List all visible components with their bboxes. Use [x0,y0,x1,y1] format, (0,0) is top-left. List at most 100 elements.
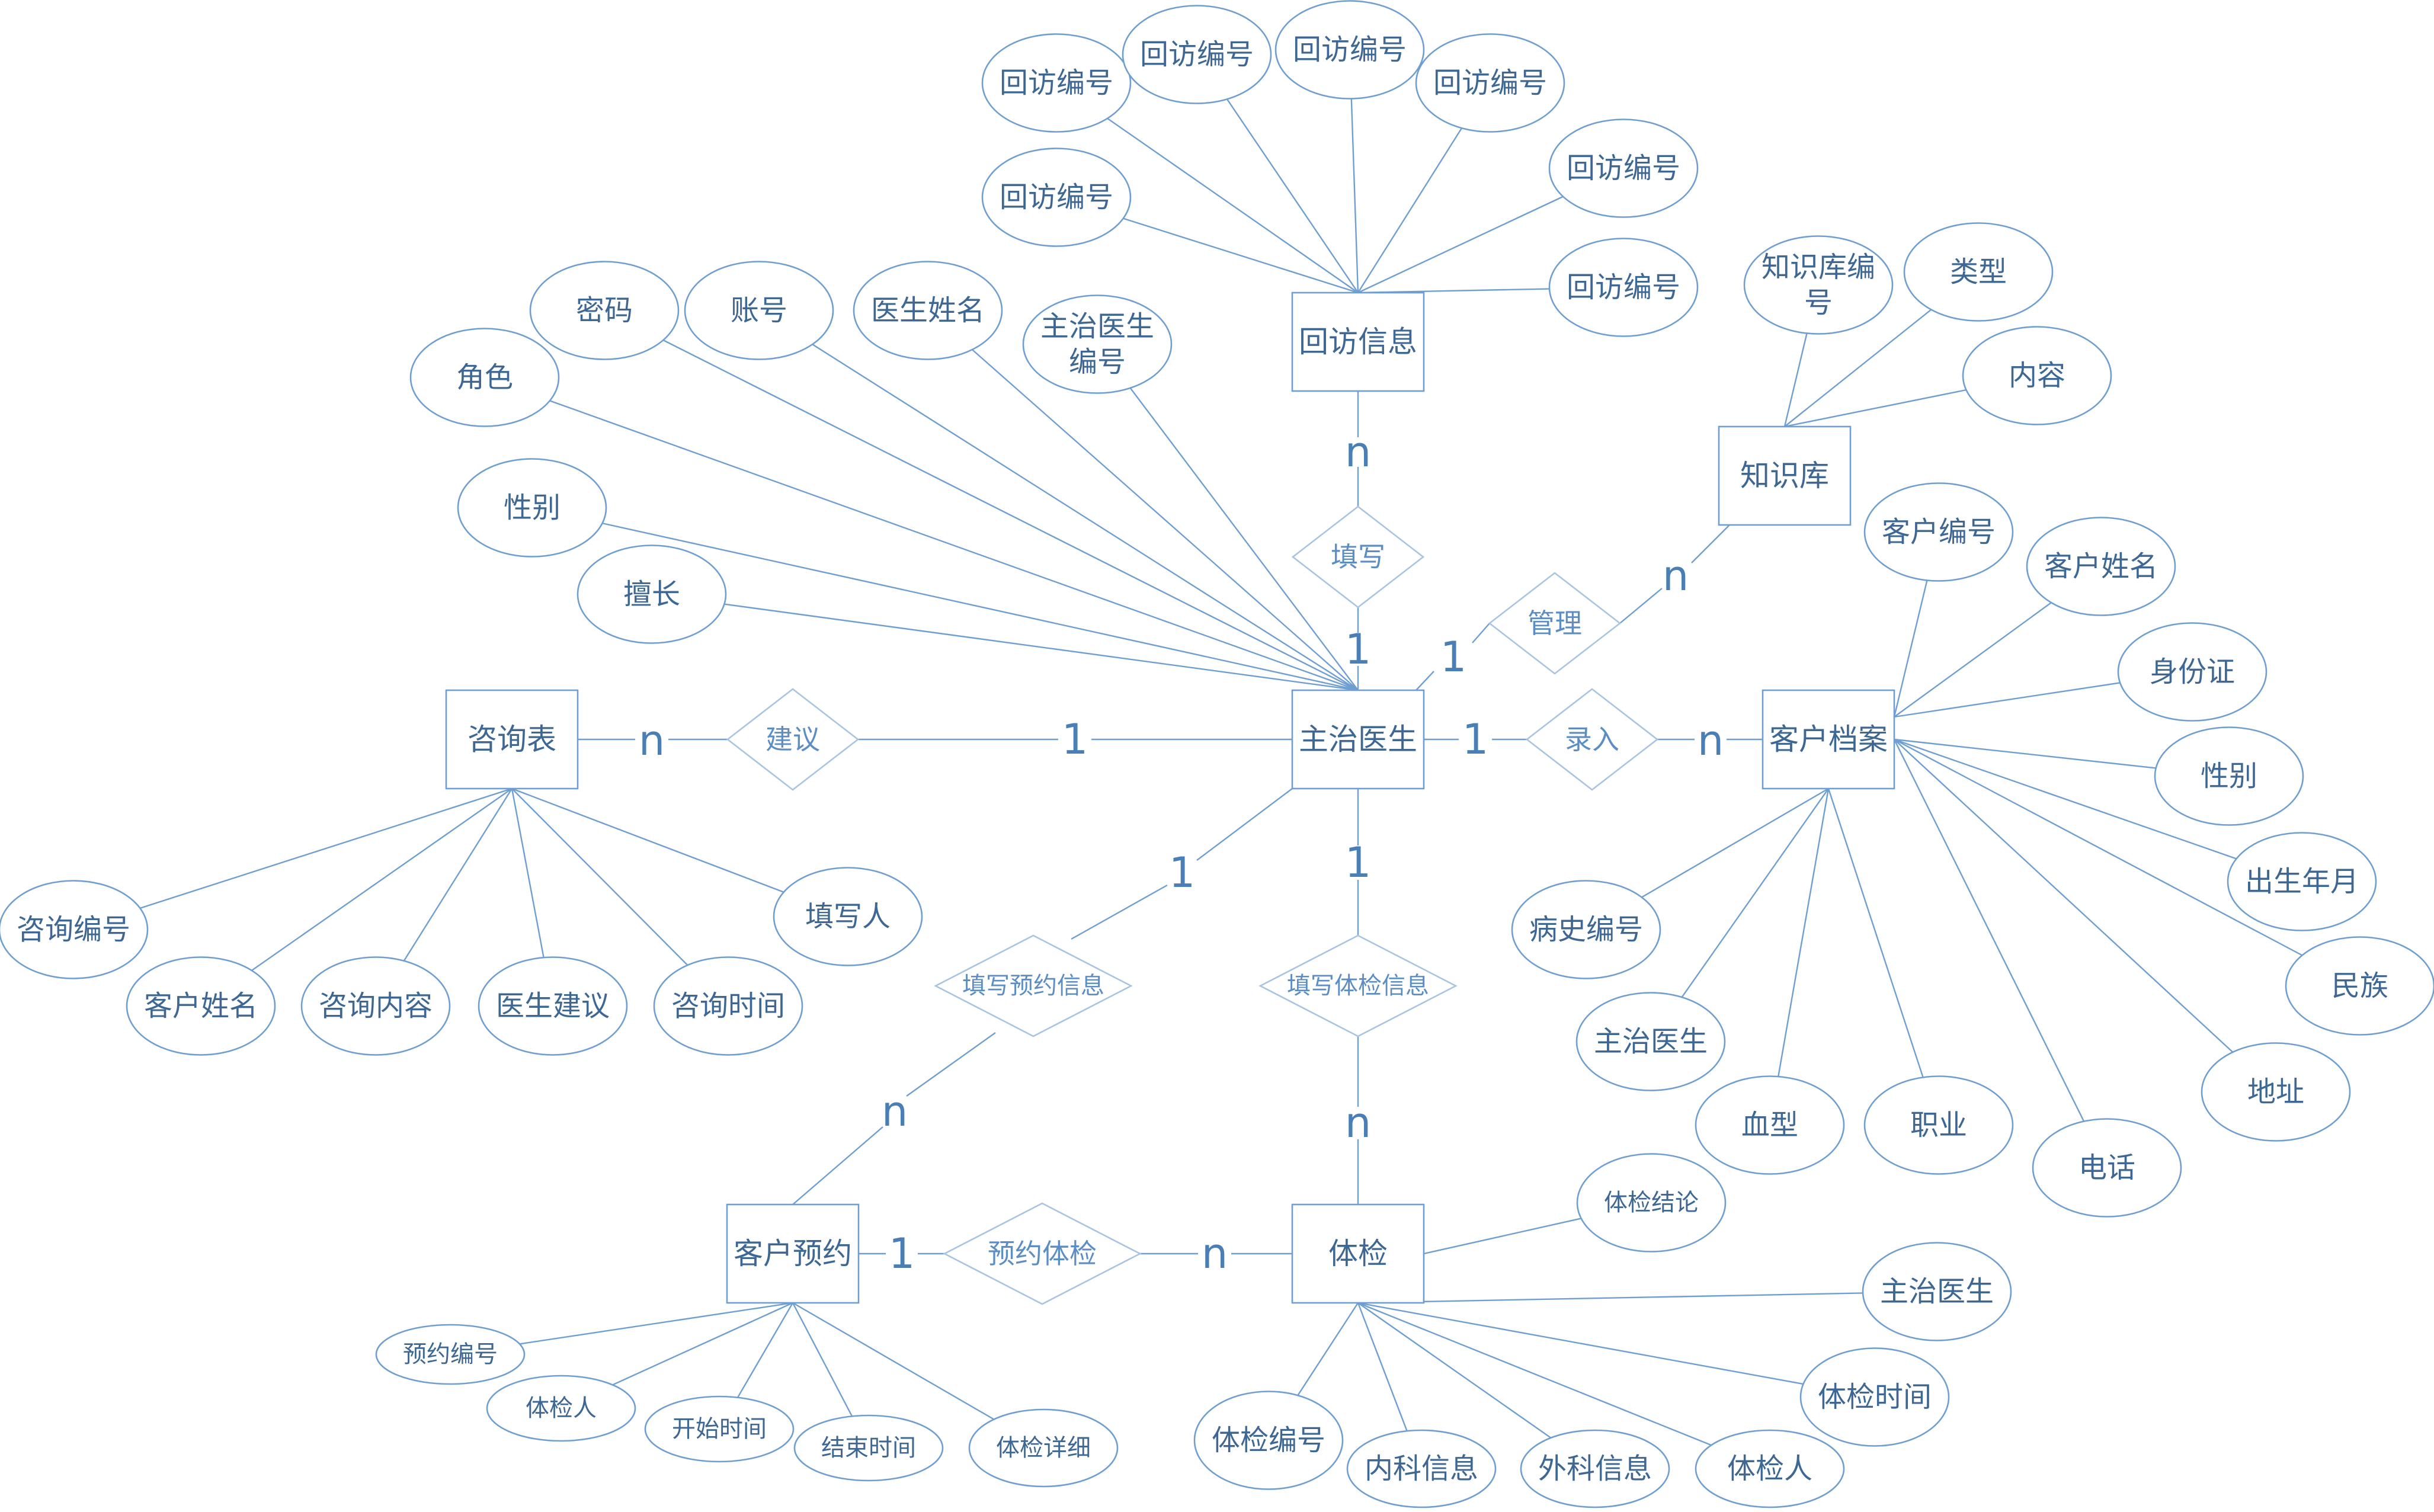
entity-box [726,1203,860,1304]
cardinality-fe-n: n [1345,1098,1371,1147]
attribute-ellipse [793,1414,944,1482]
attribute-ellipse [409,328,560,427]
cardinality-enter-1: 1 [1462,715,1489,764]
cardinality-fe-1: 1 [1345,838,1372,887]
attribute-label: 病史编号 [1529,913,1643,946]
attribute-ellipse [968,1408,1119,1488]
attribute-label: 回访编号 [1293,33,1407,66]
attribute-label: 主治医生 [1040,310,1154,343]
attribute-connector [1894,739,2276,1093]
attribute-ellipse [2154,726,2304,826]
attribute-q-cname: 客户姓名 [126,956,276,1056]
attribute-connector [484,376,1359,691]
attribute-doc-role: 角色 [409,328,560,427]
entity-label: 主治医生 [1299,722,1417,757]
attribute-label: 账号 [731,294,787,327]
attribute-ellipse [1799,1347,1950,1447]
relationship-label: 管理 [1527,607,1582,639]
attribute-connector [1893,739,2108,1168]
attribute-label: 体检人 [526,1395,597,1422]
attribute-ellipse [1520,1429,1670,1508]
attribute-e-internal: 内科信息 [1346,1429,1497,1508]
attribute-ellipse [644,1395,795,1463]
attribute-label: 体检人 [1727,1452,1812,1485]
attribute-label: 民族 [2331,969,2388,1002]
attribute-connector [1894,738,2302,883]
attribute-ellipse [1695,1429,1845,1508]
attribute-label: 预约编号 [403,1341,498,1368]
attribute-e-surgery: 外科信息 [1520,1429,1670,1508]
relationship-label: 录入 [1565,723,1619,755]
attribute-label: 客户编号 [1882,515,1996,549]
relationship-connector [1691,524,1731,563]
cardinality-fill-n: n [1345,428,1371,476]
attribute-label: 性别 [504,491,561,524]
attribute-label: 回访编号 [1433,66,1547,100]
relationship-manage: 管理 [1488,572,1622,675]
attribute-ellipse [126,956,276,1056]
attribute-label: 咨询编号 [17,913,130,946]
relationship-connector [1071,884,1168,940]
entity-box [1762,689,1895,790]
attribute-ellipse [684,261,834,360]
attribute-ellipse [0,880,149,979]
entity-customer: 客户档案 [1762,689,1895,790]
cardinality-fa-n: n [882,1087,908,1136]
entity-consult: 咨询表 [445,689,579,790]
attribute-ellipse [1575,992,1726,1091]
attribute-ellipse [853,261,1003,360]
attribute-doc-name: 医生姓名 [853,261,1003,360]
attribute-ellipse [1548,118,1699,218]
attribute-label: 身份证 [2150,655,2235,688]
relationship-diamond [1258,934,1458,1037]
entity-knowledge: 知识库 [1718,425,1852,526]
attribute-a-person: 体检人 [486,1375,636,1442]
relationship-label: 预约体检 [988,1238,1097,1270]
attribute-label: 职业 [1910,1109,1967,1142]
attribute-c-history: 病史编号 [1511,880,1661,979]
attribute-kb-type: 类型 [1903,222,2054,322]
relationship-label: 填写 [1331,541,1385,573]
attribute-ellipse [2026,517,2176,616]
relationship-connector [1619,588,1663,624]
attribute-fu7: 回访编号 [1548,238,1699,337]
relationship-connector [906,1032,996,1097]
attribute-c-doctor: 主治医生 [1575,992,1726,1091]
attribute-ellipse [1193,1391,1344,1490]
attribute-ellipse [1022,294,1173,394]
relationship-diamond [1291,505,1425,608]
attribute-e-doctor: 主治医生 [1862,1242,2012,1341]
relationship-connector [792,1126,883,1205]
entity-box [1291,1203,1425,1304]
attribute-q-time: 咨询时间 [653,956,803,1056]
attribute-label: 内容 [2009,359,2065,392]
attribute-label: 类型 [1950,255,2007,289]
relationship-diamond [1488,572,1622,675]
attribute-ellipse [2117,622,2268,722]
entity-label: 咨询表 [467,722,556,757]
attribute-label: 回访编号 [1567,152,1680,185]
relationship-label: 建议 [766,723,820,755]
attribute-label: 咨询时间 [671,989,785,1023]
attribute-label: 体检详细 [996,1434,1091,1462]
relationship-diamond [943,1202,1142,1305]
attribute-c-birth: 出生年月 [2227,832,2377,931]
attribute-ellipse [1511,880,1661,979]
attribute-connector [1894,738,2361,987]
attribute-label: 主治医生 [1594,1025,1708,1058]
attribute-label-line2: 号 [1804,286,1833,319]
attribute-doc-pwd: 密码 [529,261,680,360]
attribute-connector [758,309,1359,691]
attribute-label: 内科信息 [1365,1452,1478,1485]
attribute-connector [604,309,1359,691]
entity-doctor: 主治医生 [1291,689,1425,790]
entity-box [445,689,579,790]
attribute-ellipse [1415,33,1565,133]
attribute-ellipse [981,33,1132,133]
attribute-ellipse [1122,5,1272,104]
entity-box [1291,689,1425,790]
attribute-ellipse [1962,326,2112,425]
attribute-label-line2: 编号 [1069,345,1126,379]
cardinality-manage-n: n [1663,552,1689,600]
